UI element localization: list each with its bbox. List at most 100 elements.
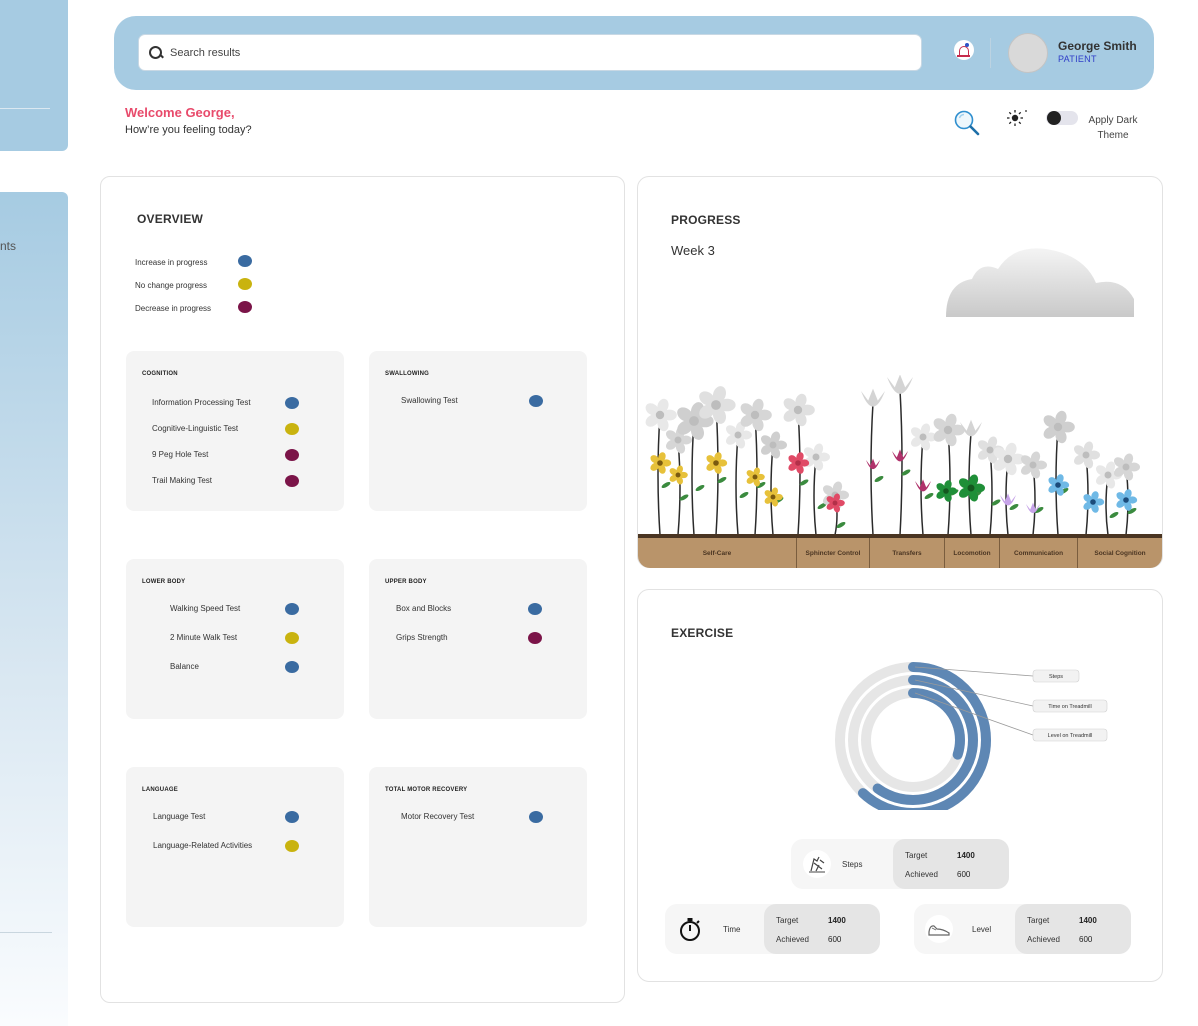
search-bar[interactable] — [138, 34, 922, 71]
leaf — [836, 521, 846, 529]
stopwatch-icon — [680, 918, 700, 941]
top-header: George Smith PATIENT — [114, 16, 1154, 90]
search-icon[interactable] — [148, 45, 164, 61]
ring-progress-3[interactable] — [861, 688, 965, 792]
leaf — [901, 469, 911, 476]
flower — [1043, 410, 1075, 444]
ring-tag — [1032, 669, 1080, 683]
flower — [936, 480, 958, 502]
test-item[interactable]: Walking Speed Test — [170, 604, 241, 613]
test-item[interactable]: Language-Related Activities — [153, 841, 253, 850]
progress-category-label[interactable]: Sphincter Control — [797, 538, 870, 568]
progress-category-bar: Self-Care Sphincter Control Transfers Locom… — [638, 534, 1162, 568]
sidebar-item-label[interactable]: nts — [0, 239, 17, 253]
test-item[interactable]: 2 Minute Walk Test — [170, 633, 238, 642]
flower — [645, 398, 677, 432]
legend-label: Increase in progress — [135, 258, 208, 267]
search-input[interactable] — [170, 46, 870, 59]
flower-stem — [691, 420, 695, 535]
leaf — [695, 484, 705, 492]
stat-label: Steps — [842, 860, 863, 869]
test-item[interactable]: Cognitive-Linguistic Test — [152, 424, 239, 433]
flower-stem — [813, 456, 817, 535]
test-item[interactable]: Balance — [170, 662, 199, 671]
user-role: PATIENT — [1058, 54, 1097, 64]
progress-category-label[interactable]: Communication — [1000, 538, 1078, 568]
stat-card-time[interactable]: Time Target 1400 Achieved 600 — [665, 904, 880, 954]
flower — [1095, 461, 1122, 489]
test-item[interactable]: Swallowing Test — [401, 396, 458, 405]
stat-achieved: 600 — [1079, 935, 1093, 944]
flower — [910, 423, 937, 451]
flower — [706, 452, 728, 474]
tulip — [960, 419, 982, 437]
leaf — [679, 494, 689, 501]
flower — [665, 426, 692, 454]
magnifier-icon[interactable] — [953, 109, 981, 137]
progress-category-label[interactable]: Locomotion — [945, 538, 1000, 568]
progress-category-label[interactable]: Social Cognition — [1094, 549, 1146, 557]
flower-stem — [899, 389, 903, 535]
stat-target-label: Target — [905, 851, 928, 860]
leaf — [991, 499, 1001, 506]
steps-icon — [803, 850, 831, 878]
test-group-title: COGNITION — [142, 371, 178, 377]
sidebar-profile-panel — [0, 0, 68, 151]
tulip — [915, 479, 931, 492]
stat-values-panel: Target 1400 Achieved 600 — [893, 839, 1009, 889]
progress-category-label[interactable]: Transfers — [870, 538, 945, 568]
test-item[interactable]: Box and Blocks — [396, 604, 452, 613]
ring-progress-2[interactable] — [848, 675, 978, 805]
leaf — [1009, 503, 1019, 511]
sun-icon[interactable] — [1006, 109, 1028, 127]
flower — [746, 467, 765, 487]
leaf — [817, 502, 827, 510]
leaf — [739, 491, 749, 499]
flower-stem — [657, 414, 661, 535]
test-item[interactable]: Grips Strength — [396, 633, 448, 642]
exercise-title: EXERCISE — [671, 626, 734, 640]
cloud-icon — [946, 248, 1134, 317]
notification-button[interactable] — [954, 40, 974, 60]
status-dot-increase — [285, 397, 299, 409]
week-label: Week 3 — [671, 243, 715, 258]
test-item[interactable]: 9 Peg Hole Test — [152, 450, 209, 459]
status-dot-increase — [285, 603, 299, 615]
test-group-upper-body: UPPER BODY Box and Blocks Grips Strength — [369, 559, 587, 719]
flower — [1083, 491, 1105, 513]
test-group-language: LANGUAGE Language Test Language-Related Ac… — [126, 767, 344, 927]
test-item[interactable]: Trail Making Test — [152, 476, 213, 485]
tulip — [861, 388, 885, 407]
ring-progress-1[interactable] — [835, 662, 991, 810]
flower — [993, 442, 1025, 476]
progress-title: PROGRESS — [671, 213, 741, 227]
status-dot-increase — [529, 395, 543, 407]
status-dot-increase — [285, 661, 299, 673]
stat-achieved: 600 — [957, 870, 971, 879]
flower-garden — [645, 375, 1140, 535]
test-item[interactable]: Motor Recovery Test — [401, 812, 475, 821]
stat-card-level[interactable]: Level Target 1400 Achieved 600 — [914, 904, 1131, 954]
welcome-greeting: Welcome George, — [125, 105, 235, 120]
flower-stem — [735, 434, 739, 535]
tulip — [1000, 493, 1016, 506]
tulip — [1026, 502, 1040, 514]
progress-category-label[interactable]: Self-Care — [638, 538, 797, 568]
legend-dot-increase — [238, 255, 252, 267]
dark-theme-toggle[interactable] — [1046, 111, 1078, 125]
leaf — [1127, 507, 1137, 515]
stat-card-steps[interactable]: Steps Target 1400 Achieved 600 — [791, 839, 1009, 889]
status-dot-increase — [285, 811, 299, 823]
flower-stem — [870, 402, 874, 535]
leaf — [717, 476, 727, 484]
user-name: George Smith — [1058, 39, 1137, 53]
status-dot-increase — [529, 811, 543, 823]
test-group-total-motor-recovery: TOTAL MOTOR RECOVERY Motor Recovery Test — [369, 767, 587, 927]
test-item[interactable]: Information Processing Test — [152, 398, 251, 407]
legend-dot-no-change — [238, 278, 252, 290]
test-item[interactable]: Language Test — [153, 812, 206, 821]
exercise-card: EXERCISE Steps Time on Treadmill Level on … — [637, 589, 1163, 982]
flower — [725, 421, 752, 449]
avatar[interactable] — [1008, 33, 1048, 73]
ring-label: Time on Treadmill — [1048, 704, 1092, 710]
